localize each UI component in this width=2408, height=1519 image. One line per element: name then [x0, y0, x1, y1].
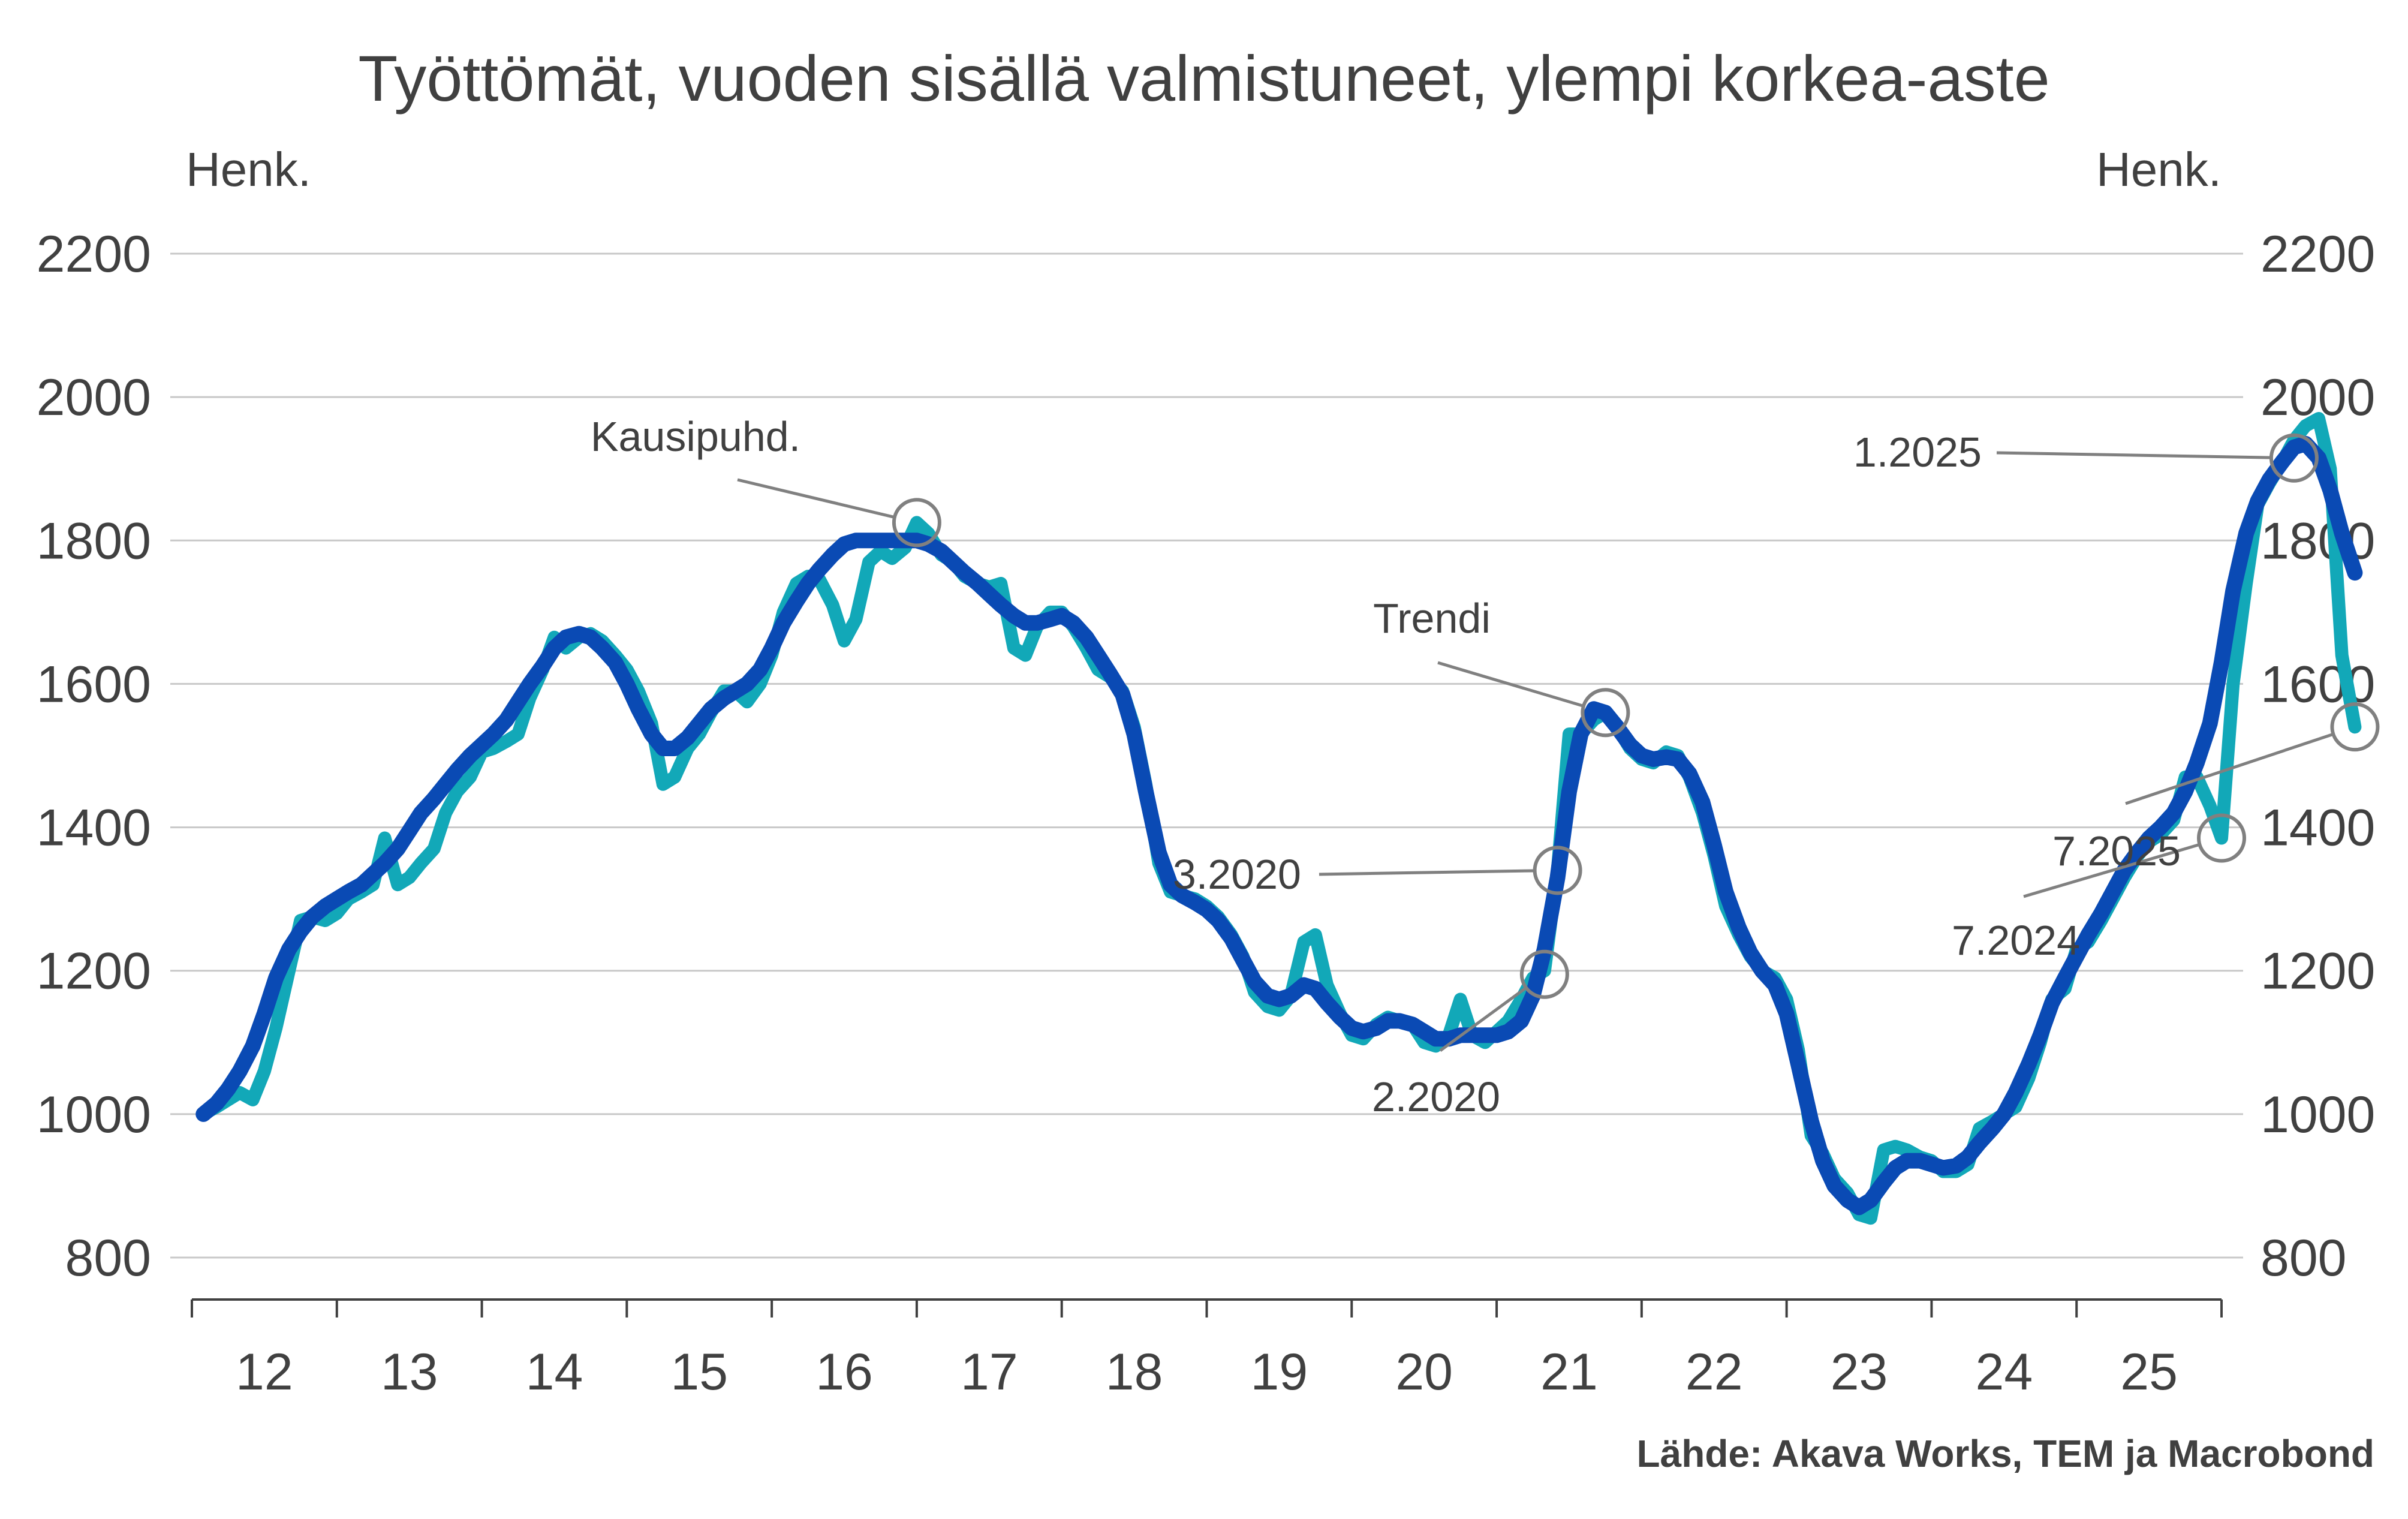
x-tick-label: 13 — [381, 1343, 438, 1401]
annotation-circle — [1533, 846, 1582, 895]
x-tick-label: 17 — [961, 1343, 1018, 1401]
y-tick-label-left: 1800 — [37, 512, 151, 570]
x-tick-label: 15 — [670, 1343, 728, 1401]
series-line-trendi — [195, 435, 2363, 1216]
x-tick-label: 20 — [1395, 1343, 1453, 1401]
y-tick-label-right: 800 — [2260, 1229, 2347, 1287]
annotation-circle — [1519, 949, 1569, 999]
annotation-label: Trendi — [1373, 595, 1491, 642]
annotation-label: 3.2020 — [1173, 851, 1301, 898]
y-tick-label-left: 1400 — [37, 799, 151, 857]
annotation-leader — [2023, 843, 2201, 898]
annotation-leader — [1319, 869, 1535, 876]
y-axis-left: 800 1000 1200 1400 1600 1800 2000 2200 — [37, 225, 151, 1287]
y-tick-label-left: 1600 — [37, 655, 151, 713]
annotation-leader — [2125, 732, 2334, 805]
x-tick-label: 23 — [1831, 1343, 1888, 1401]
x-tick-label: 25 — [2120, 1343, 2178, 1401]
y-tick-label-right: 2200 — [2260, 225, 2375, 283]
x-tick-label: 12 — [236, 1343, 293, 1401]
y-tick-label-left: 2200 — [37, 225, 151, 283]
annotation-leader — [737, 478, 895, 519]
source-note: Lähde: Akava Works, TEM ja Macrobond — [1637, 1432, 2374, 1475]
annotation-label: 7.2025 — [2052, 828, 2181, 874]
annotation-circle — [892, 498, 941, 548]
annotation-label: 1.2025 — [1853, 429, 1982, 476]
gridlines — [170, 252, 2243, 1259]
annotations: Kausipuhd. Trendi 3.2020 2.2020 1.2025 7.2024… — [591, 413, 2380, 1120]
y-tick-label-right: 1000 — [2260, 1086, 2375, 1144]
annotation-label: Kausipuhd. — [591, 413, 800, 460]
annotation-circle — [2197, 813, 2246, 863]
y-tick-label-left: 800 — [65, 1229, 152, 1287]
x-axis: 12 13 14 15 16 17 18 19 20 21 22 23 24 25 — [191, 1300, 2223, 1401]
y-tick-label-right: 1200 — [2260, 943, 2375, 1000]
y-tick-label-left: 1200 — [37, 943, 151, 1000]
annotation-circle — [1581, 688, 1630, 738]
series-group — [195, 412, 2363, 1225]
x-tick-label: 21 — [1540, 1343, 1598, 1401]
x-tick-label: 22 — [1685, 1343, 1743, 1401]
y-unit-left: Henk. — [186, 143, 311, 196]
annotation-circle — [2330, 702, 2380, 752]
chart-title: Työttömät, vuoden sisällä valmistuneet, … — [358, 42, 2049, 115]
annotation-leader — [1996, 451, 2271, 459]
annotation-leader — [1439, 986, 1527, 1052]
annotation-circle — [2269, 433, 2319, 483]
annotation-label: 7.2024 — [1952, 917, 2080, 964]
y-tick-label-left: 2000 — [37, 369, 151, 426]
annotation-leader — [1437, 661, 1584, 708]
x-tick-label: 14 — [526, 1343, 583, 1401]
x-tick-label: 18 — [1106, 1343, 1163, 1401]
y-tick-label-left: 1000 — [37, 1086, 151, 1144]
y-unit-right: Henk. — [2096, 143, 2222, 196]
x-tick-label: 24 — [1975, 1343, 2033, 1401]
series-line-kausipuhd — [197, 412, 2362, 1225]
x-tick-label: 19 — [1251, 1343, 1308, 1401]
x-tick-label: 16 — [815, 1343, 873, 1401]
y-tick-label-right: 1400 — [2260, 799, 2375, 857]
annotation-label: 2.2020 — [1372, 1073, 1500, 1120]
